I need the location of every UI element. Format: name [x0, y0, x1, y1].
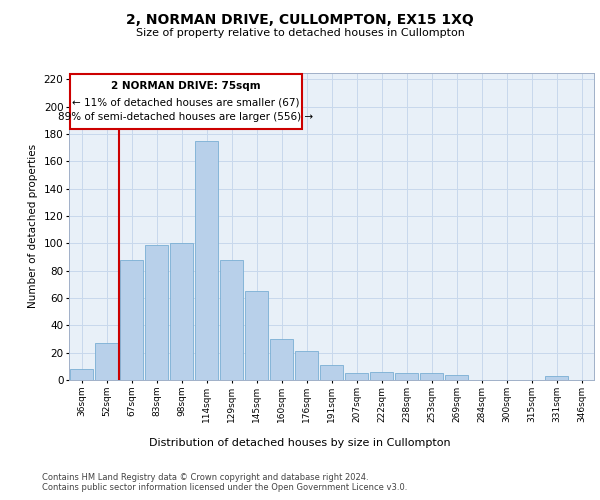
Text: Contains HM Land Registry data © Crown copyright and database right 2024.: Contains HM Land Registry data © Crown c…	[42, 472, 368, 482]
Text: Contains public sector information licensed under the Open Government Licence v3: Contains public sector information licen…	[42, 484, 407, 492]
Bar	[70, 369, 93, 380]
Y-axis label: Number of detached properties: Number of detached properties	[28, 144, 38, 308]
Bar	[220, 260, 243, 380]
Bar	[295, 352, 318, 380]
Bar	[120, 260, 143, 380]
Text: ← 11% of detached houses are smaller (67): ← 11% of detached houses are smaller (67…	[72, 97, 299, 107]
Bar	[545, 376, 568, 380]
Text: Size of property relative to detached houses in Cullompton: Size of property relative to detached ho…	[136, 28, 464, 38]
Bar	[420, 373, 443, 380]
Bar	[345, 373, 368, 380]
FancyBboxPatch shape	[70, 74, 302, 128]
Bar	[195, 141, 218, 380]
Bar	[95, 343, 118, 380]
Bar	[145, 244, 168, 380]
Bar	[320, 365, 343, 380]
Bar	[370, 372, 393, 380]
Bar	[445, 374, 468, 380]
Bar	[395, 373, 418, 380]
Bar	[270, 339, 293, 380]
Text: Distribution of detached houses by size in Cullompton: Distribution of detached houses by size …	[149, 438, 451, 448]
Bar	[245, 291, 268, 380]
Text: 2, NORMAN DRIVE, CULLOMPTON, EX15 1XQ: 2, NORMAN DRIVE, CULLOMPTON, EX15 1XQ	[126, 12, 474, 26]
Text: 2 NORMAN DRIVE: 75sqm: 2 NORMAN DRIVE: 75sqm	[110, 80, 260, 90]
Text: 89% of semi-detached houses are larger (556) →: 89% of semi-detached houses are larger (…	[58, 112, 313, 122]
Bar	[170, 244, 193, 380]
